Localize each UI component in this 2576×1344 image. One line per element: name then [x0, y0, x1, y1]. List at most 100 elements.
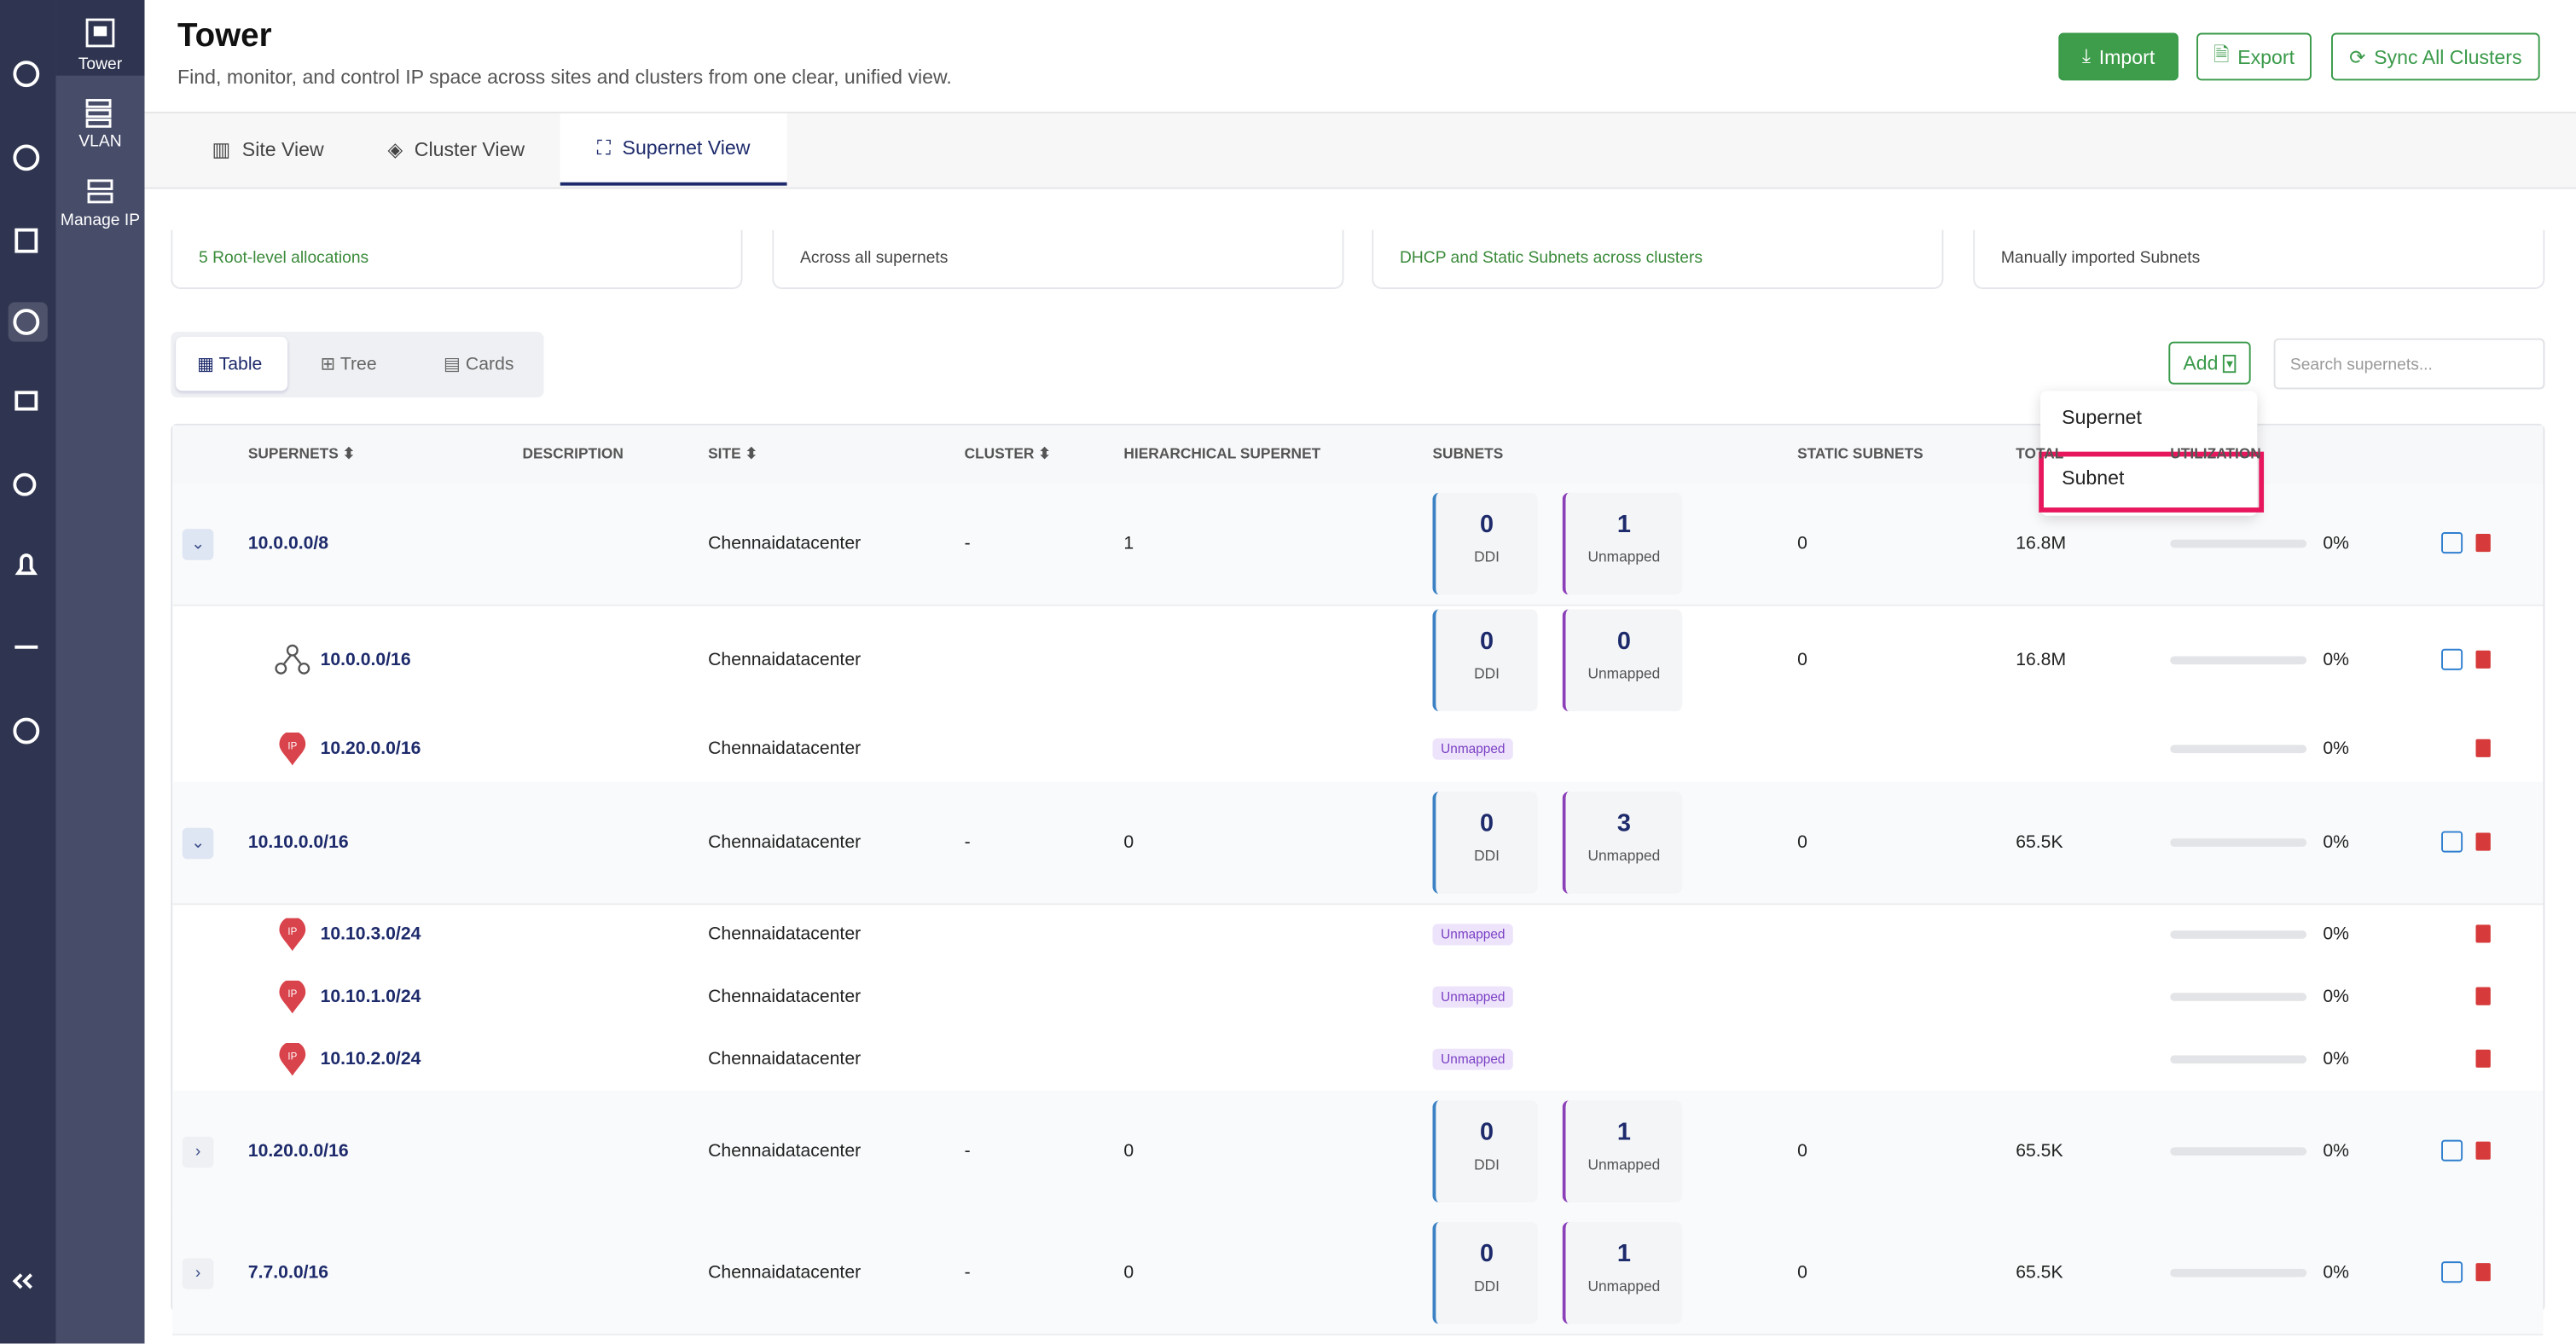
utilization-bar: [2170, 656, 2307, 665]
toggle-label: Cards: [465, 355, 514, 375]
delete-icon[interactable]: [2475, 1049, 2491, 1068]
delete-icon[interactable]: [2475, 987, 2491, 1005]
edit-icon[interactable]: [2441, 1261, 2463, 1283]
expand-toggle[interactable]: ⌄: [182, 529, 214, 560]
column-header[interactable]: CLUSTER ⬍: [964, 444, 1051, 462]
dropdown-item[interactable]: Subnet: [2062, 466, 2125, 490]
site-cell: Chennaidatacenter: [708, 650, 862, 670]
button-label: Export: [2237, 44, 2295, 68]
utilization-bar: [2170, 1147, 2307, 1156]
delete-icon[interactable]: [2475, 924, 2491, 943]
ddi-box: 0 DDI: [1432, 1221, 1538, 1324]
ddi-label: DDI: [1474, 1156, 1500, 1173]
row-bg: [172, 781, 2544, 906]
total-cell: 16.8M: [2016, 533, 2067, 554]
utilization-bar: [2170, 744, 2307, 754]
delete-icon[interactable]: [2475, 1141, 2491, 1160]
dropdown-item[interactable]: Supernet: [2062, 405, 2142, 429]
supernet-link[interactable]: 7.7.0.0/16: [247, 1263, 329, 1283]
utilization-text: 0%: [2323, 533, 2350, 554]
tab[interactable]: ◈ Cluster View: [387, 137, 525, 161]
unmapped-badge: Unmapped: [1432, 1048, 1514, 1070]
tab-active[interactable]: ⛶ Supernet View: [560, 113, 787, 186]
sidebar-panel: Tower VLAN Manage IP: [55, 0, 145, 1344]
utilization-text: 0%: [2323, 1141, 2350, 1162]
ddi-label: DDI: [1474, 847, 1500, 865]
static-cell: 0: [1797, 832, 1807, 853]
expand-toggle[interactable]: ›: [182, 1258, 214, 1289]
import-button[interactable]: ⤓ Import: [2058, 32, 2179, 81]
svg-text:IP: IP: [287, 741, 297, 751]
expand-toggle[interactable]: ›: [182, 1136, 214, 1168]
supernet-link[interactable]: 10.10.0.0/16: [247, 832, 349, 853]
toggle-option[interactable]: ▤ Cards: [444, 355, 514, 375]
unmapped-count: 1: [1616, 1118, 1631, 1147]
utilization-text: 0%: [2323, 1049, 2350, 1069]
sort-icon: ⬍: [1038, 444, 1051, 462]
export-button[interactable]: 🗎 Export: [2196, 32, 2312, 81]
highlight-box: [2039, 451, 2265, 513]
nav-item[interactable]: Manage IP: [60, 211, 141, 230]
sync-button[interactable]: ⟳ Sync All Clusters: [2331, 32, 2540, 81]
unmapped-count: 1: [1616, 510, 1631, 539]
sort-icon: ⬍: [342, 444, 356, 462]
toggle-option[interactable]: ▦ Table: [197, 355, 263, 375]
utilization-text: 0%: [2323, 739, 2350, 759]
site-cell: Chennaidatacenter: [708, 739, 862, 759]
delete-icon[interactable]: [2475, 650, 2491, 669]
unmapped-box: 1 Unmapped: [1562, 492, 1683, 595]
delete-icon[interactable]: [2475, 1263, 2491, 1282]
tab-label: Supernet View: [622, 136, 751, 159]
tab[interactable]: ▥ Site View: [212, 137, 324, 161]
button-label: Import: [2098, 44, 2155, 68]
unmapped-badge: Unmapped: [1432, 986, 1514, 1008]
supernet-link[interactable]: 10.0.0.0/16: [320, 650, 411, 670]
supernet-link[interactable]: 10.10.2.0/24: [320, 1049, 421, 1069]
delete-icon[interactable]: [2475, 832, 2491, 851]
unmapped-count: 3: [1616, 809, 1631, 838]
row-bg: [172, 1212, 2544, 1335]
cluster-cell: -: [964, 1141, 971, 1162]
site-cell: Chennaidatacenter: [708, 832, 862, 853]
ip-pin-icon: IP: [279, 733, 306, 766]
supernet-link[interactable]: 10.10.1.0/24: [320, 987, 421, 1007]
delete-icon[interactable]: [2475, 739, 2491, 757]
add-button[interactable]: Add ▾: [2168, 341, 2251, 385]
sort-icon: ⬍: [745, 444, 758, 462]
nav-item[interactable]: Tower: [78, 55, 123, 74]
svg-text:IP: IP: [287, 989, 297, 999]
static-cell: 0: [1797, 650, 1807, 670]
static-cell: 0: [1797, 1263, 1807, 1283]
column-header[interactable]: SITE ⬍: [708, 444, 758, 462]
edit-icon[interactable]: [2441, 532, 2463, 554]
delete-icon[interactable]: [2475, 533, 2491, 553]
page-subtitle: Find, monitor, and control IP space acro…: [177, 66, 952, 90]
supernet-link[interactable]: 10.0.0.0/8: [247, 533, 329, 554]
utilization-bar: [2170, 838, 2307, 847]
ddi-count: 0: [1480, 1118, 1494, 1147]
total-cell: 65.5K: [2016, 1141, 2063, 1162]
edit-icon[interactable]: [2441, 648, 2463, 670]
column-header[interactable]: SUPERNETS ⬍: [247, 444, 356, 462]
site-cell: Chennaidatacenter: [708, 924, 862, 945]
edit-icon[interactable]: [2441, 831, 2463, 853]
hierarchical-cell: 0: [1123, 832, 1134, 853]
page-title: Tower: [177, 18, 272, 55]
ddi-label: DDI: [1474, 1277, 1500, 1295]
vlan-icon: [85, 99, 112, 128]
expand-toggle[interactable]: ⌄: [182, 827, 214, 860]
toggle-option[interactable]: ⊞ Tree: [320, 355, 377, 375]
utilization-bar: [2170, 930, 2307, 939]
edit-icon[interactable]: [2441, 1139, 2463, 1162]
search-input[interactable]: Search supernets...: [2273, 338, 2545, 390]
row-bg: [172, 1090, 2544, 1214]
nav-item[interactable]: VLAN: [78, 133, 122, 152]
tab-label: Cluster View: [414, 137, 525, 161]
column-header: TOTAL: [2016, 444, 2064, 462]
supernet-link[interactable]: 10.20.0.0/16: [247, 1141, 349, 1162]
supernet-link[interactable]: 10.20.0.0/16: [320, 739, 421, 759]
unmapped-label: Unmapped: [1587, 1156, 1661, 1173]
supernet-link[interactable]: 10.10.3.0/24: [320, 924, 421, 945]
